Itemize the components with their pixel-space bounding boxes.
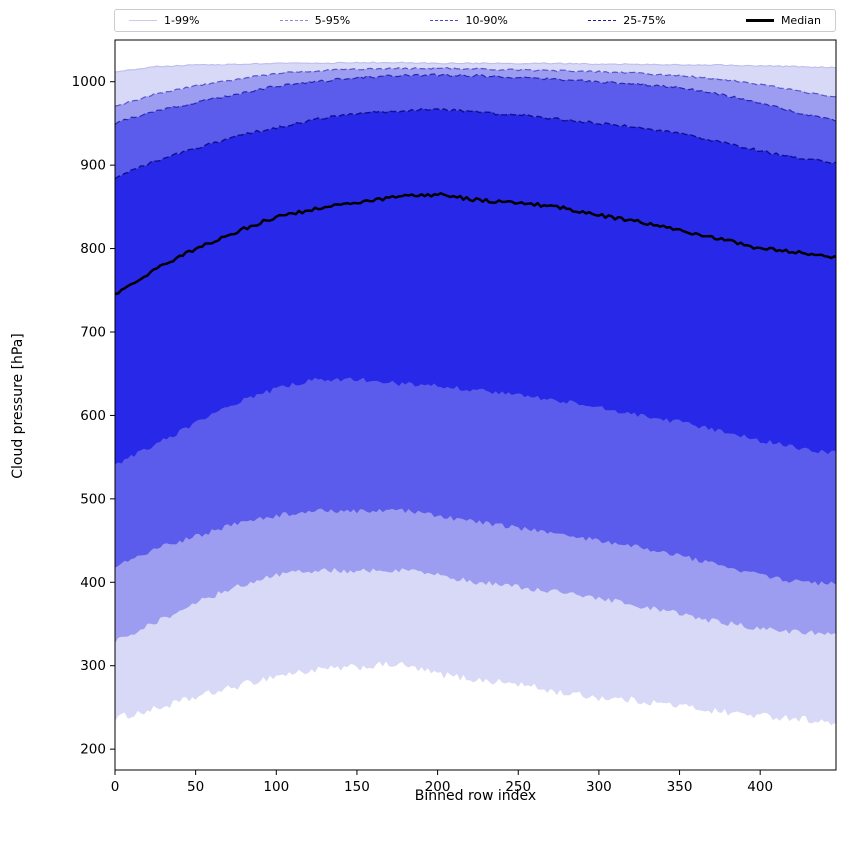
legend-line-swatch — [129, 20, 157, 21]
legend-line-swatch — [588, 20, 617, 21]
edge-line-p90 — [115, 73, 836, 125]
band-25-75% — [115, 108, 836, 465]
legend-item: 10-90% — [430, 14, 508, 27]
y-tick-label: 700 — [80, 325, 106, 341]
legend-line-swatch — [745, 19, 774, 22]
x-axis-label: Binned row index — [414, 788, 537, 804]
x-tick-label: 350 — [667, 779, 693, 795]
x-tick-label: 50 — [187, 779, 204, 795]
legend-label: 1-99% — [164, 14, 200, 27]
legend-item: 5-95% — [279, 14, 351, 27]
legend-item: Median — [745, 14, 821, 27]
x-tick-label: 400 — [747, 779, 773, 795]
legend-label: 10-90% — [465, 14, 508, 27]
x-tick-label: 150 — [344, 779, 370, 795]
edge-line-p99 — [115, 61, 836, 73]
legend-item: 1-99% — [129, 15, 199, 26]
y-tick-label: 500 — [80, 491, 106, 507]
y-tick-label: 200 — [80, 742, 106, 758]
x-tick-label: 250 — [505, 779, 531, 795]
edge-line-p95 — [115, 66, 836, 107]
legend-item: 25-75% — [588, 14, 666, 27]
plot-area — [115, 61, 836, 726]
axes-frame — [114, 39, 837, 771]
y-tick-label: 600 — [80, 408, 106, 424]
y-axis-label: Cloud pressure [hPa] — [10, 333, 26, 479]
legend-label: 25-75% — [623, 14, 666, 27]
y-tick-label: 800 — [80, 241, 106, 257]
x-tick-label: 0 — [111, 779, 120, 795]
y-tick-label: 900 — [80, 158, 106, 174]
y-tick-label: 300 — [80, 658, 106, 674]
legend-line-swatch — [430, 20, 459, 21]
legend-label: 5-95% — [314, 14, 351, 27]
legend: 1-99% 5-95% 10-90% 25-75% Median — [114, 9, 836, 32]
y-tick-label: 400 — [80, 575, 106, 591]
legend-line-swatch — [279, 20, 308, 21]
x-tick-label: 300 — [586, 779, 612, 795]
edge-line-p75 — [115, 107, 836, 180]
y-tick-label: 1000 — [72, 74, 106, 90]
x-tick-label: 100 — [263, 779, 289, 795]
legend-label: Median — [780, 14, 821, 27]
x-tick-label: 200 — [425, 779, 451, 795]
median-line — [115, 192, 836, 296]
